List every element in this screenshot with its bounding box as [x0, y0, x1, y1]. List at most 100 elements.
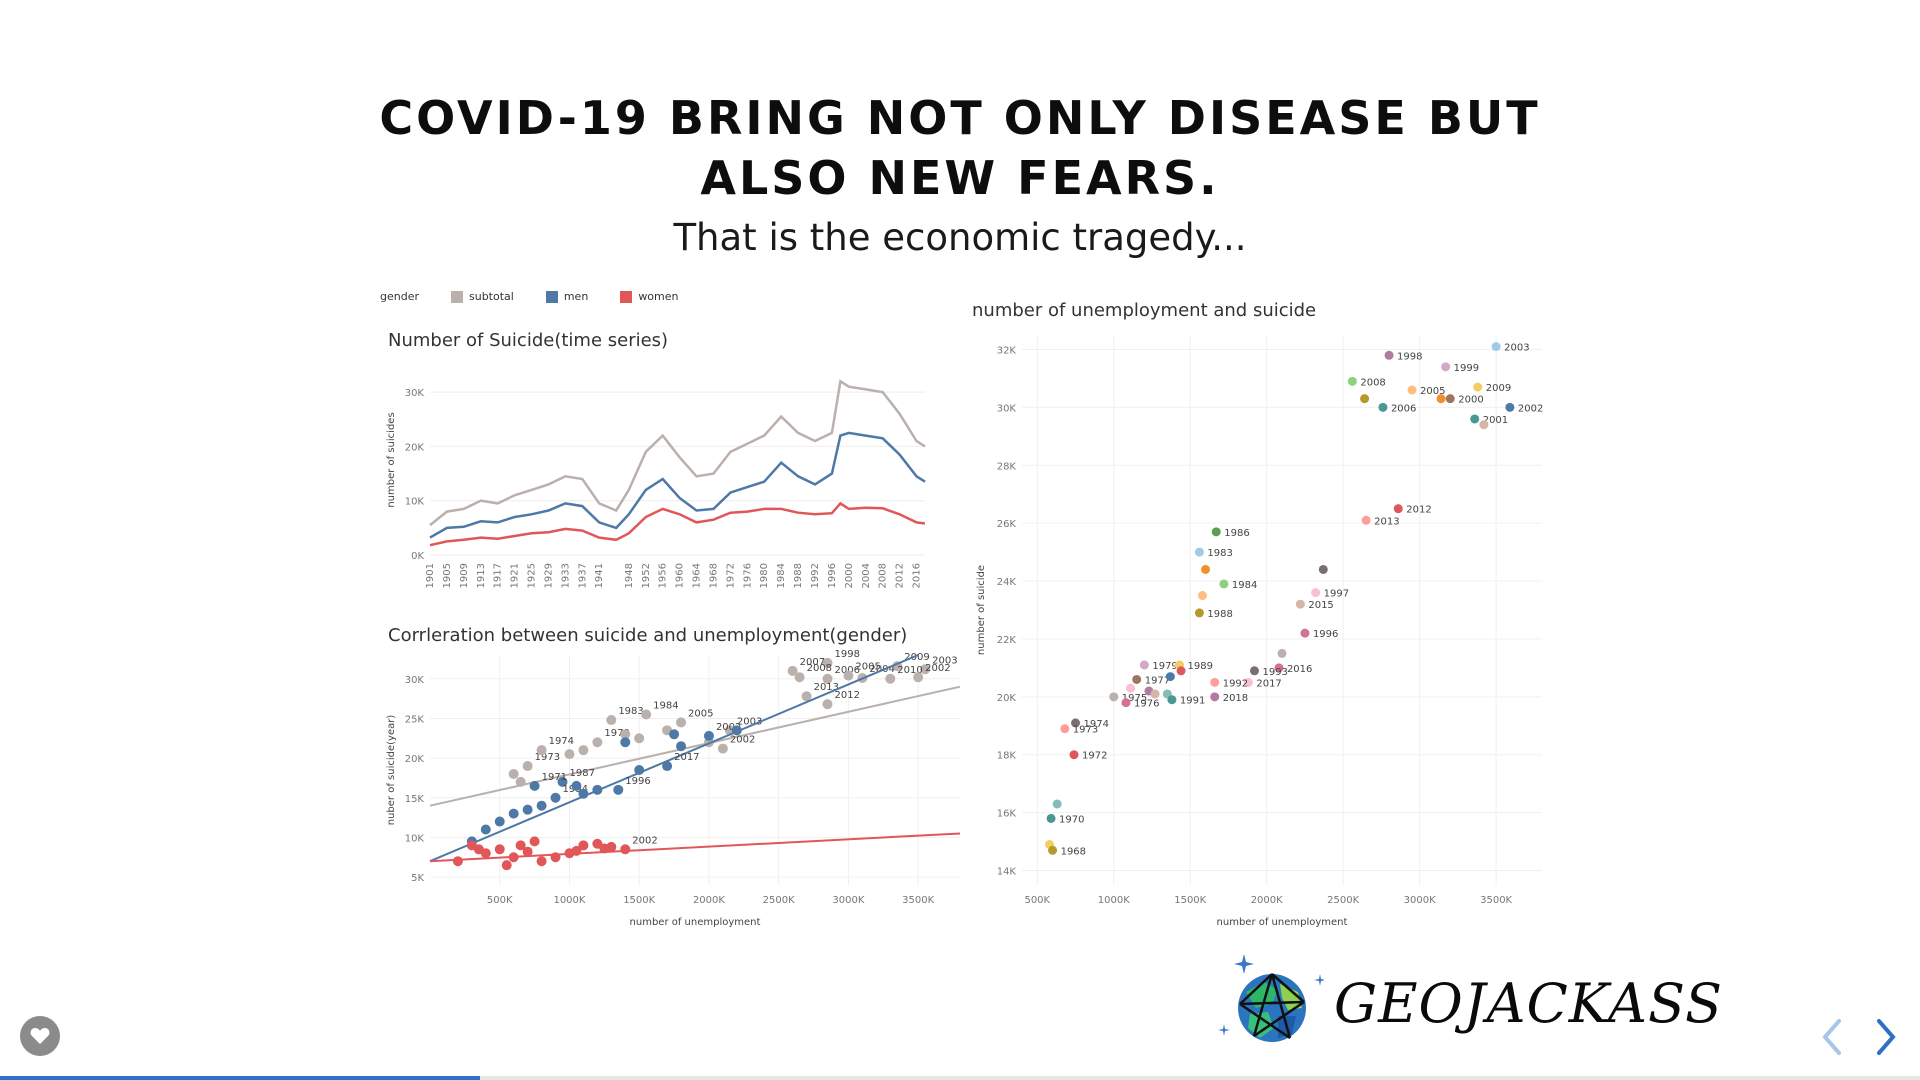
- x-tick-label: 1000K: [553, 895, 585, 906]
- point-label: 2013: [1374, 516, 1399, 527]
- data-point-men: [557, 776, 568, 787]
- data-point-men: [529, 780, 540, 791]
- slide-title: COVID-19 BRING NOT ONLY DISEASE BUT ALSO…: [379, 91, 1541, 205]
- data-point-subtotal: [578, 745, 589, 756]
- data-point-women: [452, 856, 463, 867]
- legend-text-men: men: [563, 290, 589, 303]
- prev-slide-button[interactable]: [1812, 1012, 1852, 1062]
- point-label: 1983: [618, 706, 643, 717]
- data-point-women: [515, 840, 526, 851]
- y-axis-label: number of suicide: [976, 565, 987, 655]
- legend-item-subtotal: subtotal: [451, 290, 514, 303]
- legend-text-subtotal: subtotal: [469, 290, 514, 303]
- data-point: [1347, 376, 1357, 386]
- point-label: 1974: [1084, 719, 1109, 730]
- point-label: 1977: [1145, 675, 1170, 686]
- data-point-subtotal: [913, 672, 924, 683]
- data-point-men: [634, 765, 645, 775]
- data-point-subtotal: [564, 749, 575, 760]
- x-tick-label: 1956: [658, 563, 669, 588]
- point-label: 2005: [1420, 386, 1445, 397]
- data-point: [1071, 718, 1081, 728]
- dashboard-image: gender subtotal men women Number of Suic…: [380, 290, 1560, 940]
- data-point-subtotal: [536, 745, 547, 756]
- point-label: 1976: [1134, 699, 1159, 710]
- data-point-subtotal: [522, 761, 533, 772]
- slide-subtitle: That is the economic tragedy...: [673, 216, 1247, 259]
- logo-text: GEOJACKASS: [1334, 972, 1723, 1035]
- x-axis-label: number of unemployment: [1217, 917, 1348, 928]
- point-label: 2013: [814, 682, 839, 693]
- geojackass-logo: GEOJACKASS: [1214, 952, 1722, 1052]
- gender-scatter-chart: 5K 10K 15K 20K 25K 30K 500K 1000K 1500K 2000K 2500…: [386, 649, 960, 928]
- point-label: 1999: [1454, 363, 1479, 374]
- point-label: 1972: [1082, 751, 1107, 762]
- y-tick-label: 30K: [405, 675, 425, 686]
- data-point-subtotal: [606, 715, 617, 726]
- data-point-men: [494, 816, 505, 827]
- data-point-subtotal: [920, 664, 931, 675]
- x-tick-label: 2004: [861, 563, 872, 588]
- x-tick-label: 2000K: [1251, 895, 1283, 906]
- data-point-women: [620, 844, 631, 855]
- point-label: 2006: [835, 665, 860, 676]
- point-label: 1971: [542, 772, 567, 783]
- data-point: [1048, 845, 1058, 855]
- data-point: [1201, 564, 1211, 574]
- point-label: 1984: [1232, 580, 1257, 591]
- y-tick-label: 30K: [997, 403, 1017, 414]
- x-tick-label: 2500K: [763, 895, 795, 906]
- data-point-subtotal: [508, 768, 519, 779]
- legend-swatch-subtotal: [451, 290, 463, 303]
- point-label: 1979: [1152, 661, 1177, 672]
- slide-progress-bar: [0, 1076, 1920, 1080]
- point-label: 1996: [625, 776, 650, 787]
- y-tick-label: 30K: [405, 388, 425, 399]
- x-tick-label: 2012: [895, 563, 906, 588]
- legend-item-men: men: [545, 290, 589, 303]
- series-line-subtotal: [429, 379, 926, 527]
- x-tick-label: 1925: [527, 563, 538, 588]
- x-tick-label: 1984: [776, 563, 787, 588]
- chart1-title: Number of Suicide(time series): [388, 330, 669, 351]
- x-tick-label: 1937: [577, 563, 588, 588]
- data-point-men: [592, 784, 603, 795]
- data-point: [1150, 689, 1160, 699]
- heart-icon: [30, 1028, 50, 1044]
- point-label: 2017: [674, 752, 699, 763]
- favorite-button[interactable]: [20, 1016, 60, 1056]
- data-point: [1069, 750, 1079, 760]
- point-label: 1975: [1122, 693, 1147, 704]
- data-point: [1165, 672, 1175, 682]
- data-point-men: [571, 780, 582, 791]
- point-label: 2001: [1483, 415, 1508, 426]
- legend-swatch-men: [545, 290, 558, 303]
- y-tick-label: 18K: [997, 751, 1017, 762]
- point-label: 1991: [1180, 696, 1205, 707]
- chart2-title: Corrleration between suicide and unemplo…: [388, 625, 908, 646]
- point-label: 2007: [800, 657, 825, 668]
- trend-line-subtotal: [429, 685, 960, 807]
- data-point-subtotal: [620, 729, 631, 740]
- point-label: 2008: [1360, 377, 1385, 388]
- data-point: [1243, 677, 1253, 687]
- y-tick-label: 28K: [997, 461, 1017, 472]
- data-point-women: [501, 860, 512, 871]
- next-slide-button[interactable]: [1866, 1012, 1906, 1062]
- data-point: [1219, 579, 1229, 589]
- data-point-women: [571, 845, 582, 856]
- data-point-subtotal: [717, 743, 728, 754]
- data-point: [1167, 695, 1177, 705]
- point-label: 2000: [1458, 395, 1483, 406]
- point-label: 2005: [688, 708, 713, 719]
- point-label: 2016: [1287, 664, 1312, 675]
- data-point-women: [473, 844, 484, 855]
- y-axis-label: nuber of suicide(year): [386, 715, 397, 826]
- point-label: 1979: [604, 728, 629, 739]
- data-point: [1318, 564, 1328, 574]
- data-point: [1384, 350, 1394, 360]
- x-tick-label: 1996: [827, 563, 838, 588]
- data-point: [1441, 362, 1451, 372]
- data-point-women: [522, 846, 533, 857]
- data-point: [1109, 692, 1119, 702]
